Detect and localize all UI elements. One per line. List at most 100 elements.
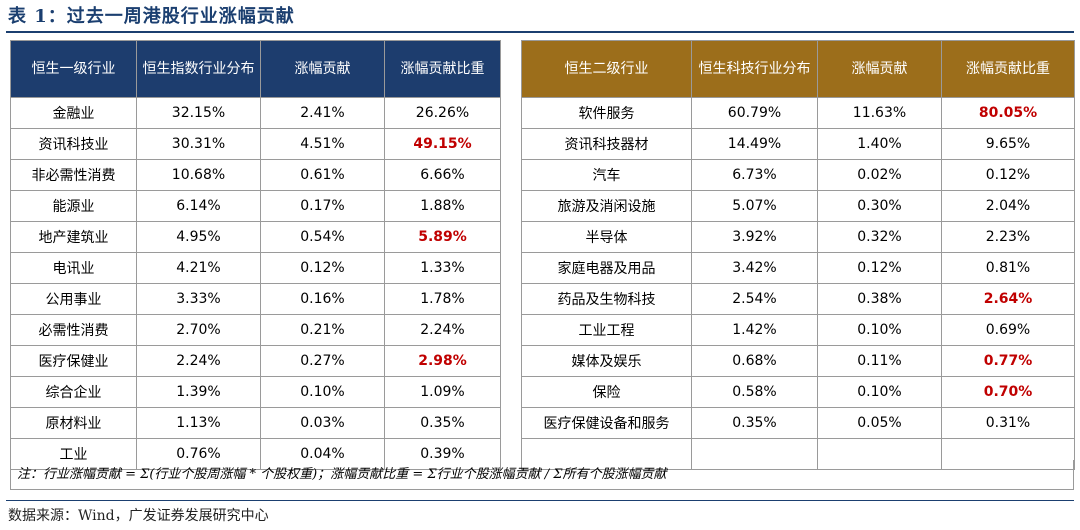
table-row: 金融业 32.15% 2.41% 26.26% xyxy=(10,97,501,129)
column-header: 恒生指数行业分布 xyxy=(136,40,261,98)
distribution-cell: 6.14% xyxy=(136,190,261,222)
table-header-row: 恒生一级行业 恒生指数行业分布 涨幅贡献 涨幅贡献比重 xyxy=(10,40,501,98)
contribution-ratio-cell: 2.24% xyxy=(384,314,501,346)
table-row: 非必需性消费 10.68% 0.61% 6.66% xyxy=(10,159,501,191)
industry-name-cell: 家庭电器及用品 xyxy=(521,252,692,284)
contribution-ratio-cell: 1.09% xyxy=(384,376,501,408)
contribution-cell: 0.10% xyxy=(817,376,942,408)
contribution-ratio-cell: 1.78% xyxy=(384,283,501,315)
footer-divider xyxy=(6,500,1074,501)
table-row: 必需性消费 2.70% 0.21% 2.24% xyxy=(10,314,501,346)
table-note: 注：行业涨幅贡献 = Σ(行业个股周涨幅 * 个股权重)；涨幅贡献比重 = Σ行… xyxy=(10,460,1074,490)
contribution-cell: 4.51% xyxy=(260,128,385,160)
industry-name-cell: 媒体及娱乐 xyxy=(521,345,692,377)
distribution-cell: 3.92% xyxy=(691,221,818,253)
industry-name-cell: 非必需性消费 xyxy=(10,159,137,191)
hang-seng-level1-table: 恒生一级行业 恒生指数行业分布 涨幅贡献 涨幅贡献比重 金融业 32.15% 2.4… xyxy=(10,40,501,470)
table-row: 半导体 3.92% 0.32% 2.23% xyxy=(521,221,1075,253)
contribution-ratio-cell: 6.66% xyxy=(384,159,501,191)
industry-name-cell: 资讯科技业 xyxy=(10,128,137,160)
contribution-cell: 0.32% xyxy=(817,221,942,253)
table-row: 原材料业 1.13% 0.03% 0.35% xyxy=(10,407,501,439)
distribution-cell: 0.68% xyxy=(691,345,818,377)
contribution-ratio-cell: 0.77% xyxy=(941,345,1075,377)
contribution-ratio-cell: 9.65% xyxy=(941,128,1075,160)
industry-name-cell: 金融业 xyxy=(10,97,137,129)
contribution-cell: 0.21% xyxy=(260,314,385,346)
contribution-cell: 1.40% xyxy=(817,128,942,160)
table-row: 汽车 6.73% 0.02% 0.12% xyxy=(521,159,1075,191)
contribution-cell: 0.03% xyxy=(260,407,385,439)
contribution-cell: 2.41% xyxy=(260,97,385,129)
industry-name-cell: 综合企业 xyxy=(10,376,137,408)
table-row: 能源业 6.14% 0.17% 1.88% xyxy=(10,190,501,222)
distribution-cell: 32.15% xyxy=(136,97,261,129)
distribution-cell: 14.49% xyxy=(691,128,818,160)
distribution-cell: 0.35% xyxy=(691,407,818,439)
hang-seng-tech-level2-table: 恒生二级行业 恒生科技行业分布 涨幅贡献 涨幅贡献比重 软件服务 60.79% 11… xyxy=(521,40,1075,470)
contribution-ratio-cell: 2.04% xyxy=(941,190,1075,222)
distribution-cell: 0.58% xyxy=(691,376,818,408)
table-title: 表 1：过去一周港股行业涨幅贡献 xyxy=(8,6,295,27)
industry-name-cell: 软件服务 xyxy=(521,97,692,129)
column-header: 恒生二级行业 xyxy=(521,40,692,98)
industry-name-cell: 能源业 xyxy=(10,190,137,222)
contribution-ratio-cell: 49.15% xyxy=(384,128,501,160)
distribution-cell: 10.68% xyxy=(136,159,261,191)
contribution-ratio-cell: 0.31% xyxy=(941,407,1075,439)
industry-name-cell: 半导体 xyxy=(521,221,692,253)
table-row: 工业工程 1.42% 0.10% 0.69% xyxy=(521,314,1075,346)
distribution-cell: 30.31% xyxy=(136,128,261,160)
industry-name-cell: 保险 xyxy=(521,376,692,408)
industry-name-cell: 资讯科技器材 xyxy=(521,128,692,160)
tables-container: 恒生一级行业 恒生指数行业分布 涨幅贡献 涨幅贡献比重 金融业 32.15% 2.4… xyxy=(10,40,1075,490)
table-row: 家庭电器及用品 3.42% 0.12% 0.81% xyxy=(521,252,1075,284)
contribution-cell: 0.12% xyxy=(260,252,385,284)
distribution-cell: 4.95% xyxy=(136,221,261,253)
contribution-cell: 0.61% xyxy=(260,159,385,191)
industry-name-cell: 药品及生物科技 xyxy=(521,283,692,315)
column-header: 涨幅贡献 xyxy=(817,40,942,98)
table-row: 公用事业 3.33% 0.16% 1.78% xyxy=(10,283,501,315)
distribution-cell: 4.21% xyxy=(136,252,261,284)
distribution-cell: 0.76% xyxy=(136,438,261,470)
contribution-ratio-cell: 0.81% xyxy=(941,252,1075,284)
contribution-cell: 0.27% xyxy=(260,345,385,377)
column-header: 恒生科技行业分布 xyxy=(691,40,818,98)
table-row: 综合企业 1.39% 0.10% 1.09% xyxy=(10,376,501,408)
contribution-ratio-cell: 5.89% xyxy=(384,221,501,253)
industry-name-cell: 工业工程 xyxy=(521,314,692,346)
contribution-ratio-cell: 0.39% xyxy=(384,438,501,470)
distribution-cell: 1.42% xyxy=(691,314,818,346)
table-row: 资讯科技业 30.31% 4.51% 49.15% xyxy=(10,128,501,160)
distribution-cell: 5.07% xyxy=(691,190,818,222)
contribution-cell: 0.30% xyxy=(817,190,942,222)
table-row: 工业 0.76% 0.04% 0.39% xyxy=(10,438,501,470)
contribution-cell: 0.38% xyxy=(817,283,942,315)
table-row: 医疗保健设备和服务 0.35% 0.05% 0.31% xyxy=(521,407,1075,439)
contribution-cell: 11.63% xyxy=(817,97,942,129)
table-body: 软件服务 60.79% 11.63% 80.05% 资讯科技器材 14.49% 1.40% 9… xyxy=(521,97,1075,470)
contribution-ratio-cell: 26.26% xyxy=(384,97,501,129)
contribution-cell: 0.16% xyxy=(260,283,385,315)
distribution-cell: 2.24% xyxy=(136,345,261,377)
distribution-cell: 3.42% xyxy=(691,252,818,284)
industry-name-cell: 汽车 xyxy=(521,159,692,191)
distribution-cell: 1.13% xyxy=(136,407,261,439)
contribution-cell: 0.17% xyxy=(260,190,385,222)
table-row: 药品及生物科技 2.54% 0.38% 2.64% xyxy=(521,283,1075,315)
table-row xyxy=(521,438,1075,470)
table-row: 旅游及消闲设施 5.07% 0.30% 2.04% xyxy=(521,190,1075,222)
contribution-ratio-cell: 0.70% xyxy=(941,376,1075,408)
contribution-cell: 0.11% xyxy=(817,345,942,377)
table-row: 资讯科技器材 14.49% 1.40% 9.65% xyxy=(521,128,1075,160)
table-body: 金融业 32.15% 2.41% 26.26% 资讯科技业 30.31% 4.51% 49.1… xyxy=(10,97,501,470)
industry-name-cell: 地产建筑业 xyxy=(10,221,137,253)
distribution-cell: 6.73% xyxy=(691,159,818,191)
table-row: 电讯业 4.21% 0.12% 1.33% xyxy=(10,252,501,284)
contribution-ratio-cell: 1.33% xyxy=(384,252,501,284)
contribution-ratio-cell: 0.12% xyxy=(941,159,1075,191)
industry-name-cell: 原材料业 xyxy=(10,407,137,439)
industry-name-cell: 旅游及消闲设施 xyxy=(521,190,692,222)
industry-name-cell: 医疗保健业 xyxy=(10,345,137,377)
